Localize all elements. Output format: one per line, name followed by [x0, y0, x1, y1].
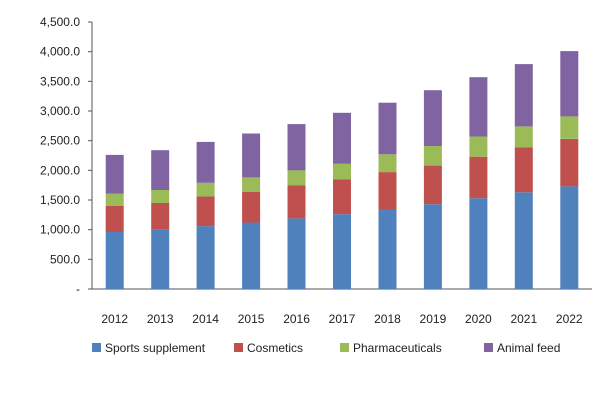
bar-segment [287, 218, 306, 289]
legend-swatch [484, 343, 493, 352]
bar-segment [423, 204, 442, 289]
y-tick-label: 4,500.0 [40, 15, 80, 29]
bar-segment [196, 141, 215, 183]
x-tick-label: 2016 [283, 312, 310, 326]
bar-segment [287, 124, 306, 171]
bar-segment [333, 214, 351, 289]
x-tick-label: 2012 [101, 312, 128, 326]
legend-label: Cosmetics [247, 341, 303, 355]
x-tick-label: 2014 [192, 312, 219, 326]
bar-segment [423, 90, 442, 146]
bar-segment [514, 147, 533, 193]
bar-segment [151, 229, 170, 289]
bar-segment [242, 222, 261, 289]
bar-segment [196, 196, 215, 227]
bar-segment [514, 192, 533, 289]
bar-segment [287, 185, 306, 219]
bar-segment [105, 232, 124, 289]
x-tick-label: 2022 [556, 312, 583, 326]
bar-segment [105, 154, 124, 194]
bar-segment [469, 156, 488, 199]
y-tick-label: 3,500.0 [40, 74, 80, 88]
bar-segment [423, 146, 442, 166]
bar-segment [514, 126, 533, 148]
bar-segment [242, 191, 261, 223]
x-tick-label: 2019 [420, 312, 447, 326]
bar-segment [151, 189, 170, 203]
x-tick-label: 2020 [465, 312, 492, 326]
y-tick-label: 4,000.0 [40, 45, 80, 59]
x-tick-label: 2017 [329, 312, 356, 326]
bar-segment [560, 116, 579, 139]
bar-segment [333, 112, 351, 164]
bar-segment [151, 150, 170, 190]
bar-segment [378, 154, 397, 173]
legend-swatch [92, 343, 101, 352]
legend-label: Pharmaceuticals [353, 341, 442, 355]
bar-segment [560, 51, 579, 117]
bar-segment [287, 170, 306, 186]
x-tick-label: 2015 [238, 312, 265, 326]
bar-segment [469, 136, 488, 157]
y-tick-label: 1,500.0 [40, 193, 80, 207]
bar-segment [242, 133, 261, 178]
y-tick-label: 3,000.0 [40, 104, 80, 118]
legend-swatch [340, 343, 349, 352]
bar-segment [560, 186, 579, 289]
bar-segment [514, 64, 533, 127]
legend-swatch [234, 343, 243, 352]
x-tick-label: 2021 [510, 312, 537, 326]
bar-segment [560, 138, 579, 187]
bar-segment [196, 226, 215, 289]
y-tick-label: 2,000.0 [40, 163, 80, 177]
y-tick-label: 1,000.0 [40, 223, 80, 237]
bar-segment [105, 205, 124, 232]
bar-segment [469, 198, 488, 289]
legend-label: Sports supplement [105, 341, 206, 355]
x-tick-label: 2018 [374, 312, 401, 326]
bar-segment [151, 203, 170, 230]
bar-segment [423, 165, 442, 205]
y-tick-label: - [76, 282, 80, 296]
y-tick-label: 2,500.0 [40, 134, 80, 148]
bar-segment [105, 193, 124, 206]
x-tick-label: 2013 [147, 312, 174, 326]
legend-label: Animal feed [497, 341, 560, 355]
bar-segment [333, 179, 351, 215]
bar-segment [196, 182, 215, 197]
bar-segment [378, 172, 397, 210]
bar-segment [469, 77, 488, 137]
bar-segment [378, 209, 397, 289]
bar-segment [378, 102, 397, 155]
bar-segment [242, 177, 261, 192]
bar-segment [333, 163, 351, 180]
y-tick-label: 500.0 [50, 252, 80, 266]
